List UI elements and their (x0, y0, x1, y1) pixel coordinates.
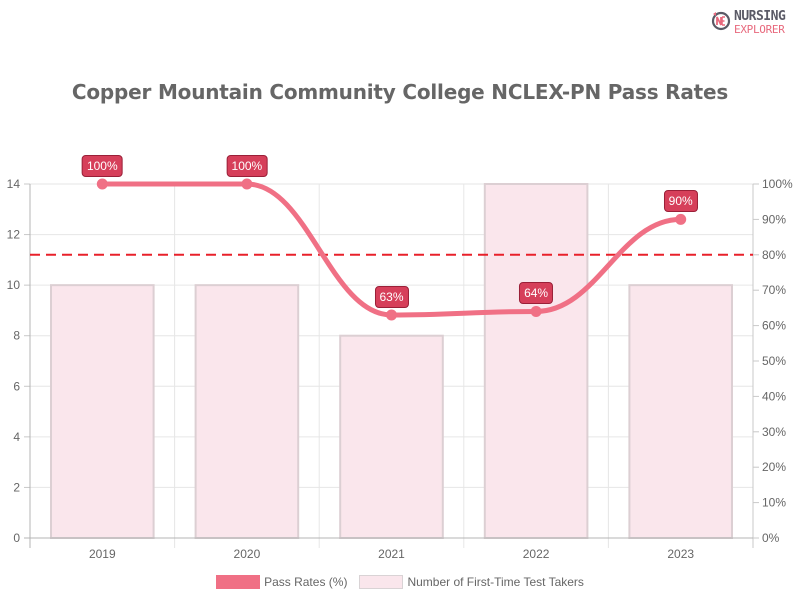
left-axis-tick-label: 12 (7, 228, 21, 242)
logo-text-explorer: EXPLORER (734, 23, 785, 36)
x-axis-tick-label: 2019 (89, 547, 116, 561)
x-axis-tick-label: 2023 (667, 547, 694, 561)
right-axis-tick-label: 10% (762, 496, 786, 510)
pass-rate-point-2022 (530, 305, 542, 317)
legend-item-test-takers[interactable]: Number of First-Time Test Takers (359, 575, 584, 589)
pass-rate-point-2020 (241, 178, 253, 190)
x-axis-tick-label: 2022 (523, 547, 550, 561)
pass-rate-point-2023 (675, 213, 687, 225)
right-axis-tick-label: 70% (762, 283, 786, 297)
legend-label-test-takers: Number of First-Time Test Takers (407, 575, 584, 589)
right-axis-tick-label: 80% (762, 248, 786, 262)
pass-rate-label-2019: 100% (81, 155, 123, 177)
logo-text-nursing: NURSING (734, 9, 786, 24)
left-axis-tick-label: 0 (13, 531, 20, 545)
right-axis-tick-label: 0% (762, 531, 780, 545)
right-axis-tick-label: 20% (762, 460, 786, 474)
bar-2023 (628, 284, 734, 539)
right-axis-tick-label: 30% (762, 425, 786, 439)
right-axis-tick-label: 90% (762, 212, 786, 226)
left-axis-tick-label: 14 (7, 177, 21, 191)
right-axis-tick-label: 40% (762, 389, 786, 403)
pass-rate-label-2022: 64% (519, 282, 554, 305)
nursing-explorer-logo: NURSING EXPLORER (709, 8, 793, 38)
bar-2022 (483, 183, 589, 539)
left-axis-tick-label: 8 (13, 329, 20, 343)
pass-rate-label-2023: 90% (663, 190, 698, 213)
bar-2020 (194, 284, 300, 539)
logo-mark-icon (711, 11, 731, 31)
bar-2019 (50, 284, 155, 539)
left-axis-tick-label: 4 (13, 430, 20, 444)
bar-2021 (339, 334, 444, 540)
legend-label-pass-rates: Pass Rates (%) (264, 575, 348, 589)
x-axis-tick-label: 2020 (234, 547, 261, 561)
right-axis-tick-label: 60% (762, 319, 786, 333)
legend-swatch-pass-rates (216, 575, 261, 589)
pass-rate-label-2021: 63% (374, 285, 409, 308)
right-axis-tick-label: 100% (762, 177, 793, 191)
chart-legend: Pass Rates (%) Number of First-Time Test… (0, 575, 800, 589)
legend-item-pass-rates[interactable]: Pass Rates (%) (216, 575, 347, 589)
chart-title: Copper Mountain Community College NCLEX-… (71, 80, 729, 104)
pass-rate-point-2019 (96, 178, 108, 190)
legend-swatch-test-takers (359, 575, 404, 589)
right-axis-tick-label: 50% (762, 354, 786, 368)
x-axis-tick-label: 2021 (378, 547, 405, 561)
left-axis-tick-label: 6 (13, 379, 20, 393)
left-axis-tick-label: 10 (7, 278, 21, 292)
left-axis-tick-label: 2 (13, 480, 20, 494)
pass-rate-point-2021 (386, 309, 397, 321)
pass-rate-label-2020: 100% (226, 155, 268, 177)
